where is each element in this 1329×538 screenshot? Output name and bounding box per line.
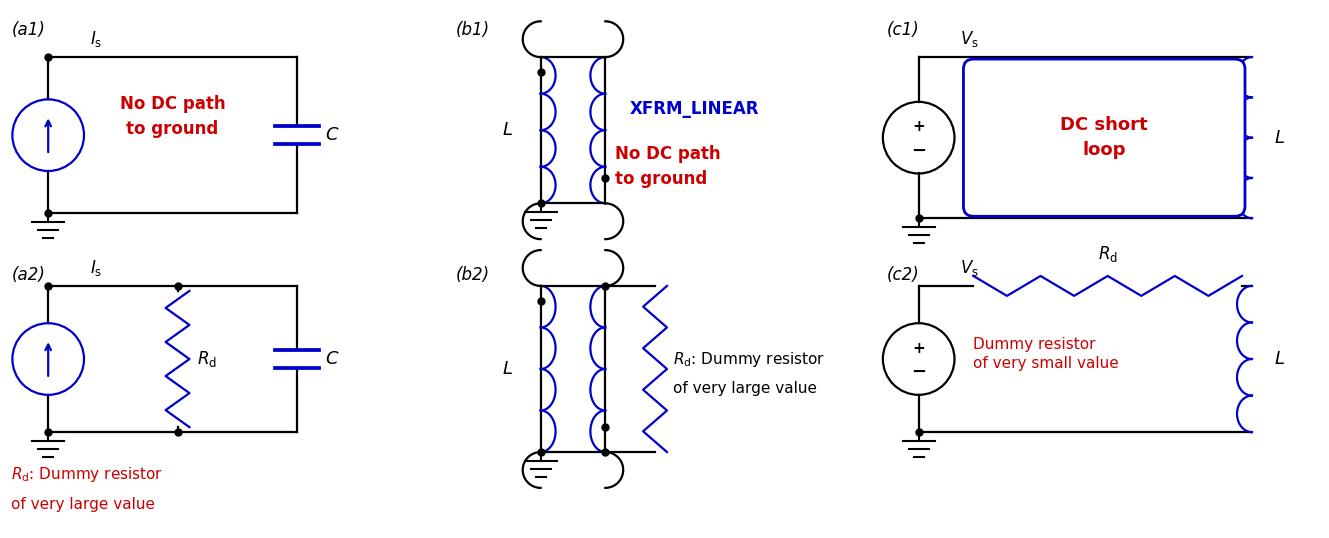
- Text: $C$: $C$: [324, 350, 339, 368]
- Text: $C$: $C$: [324, 126, 339, 144]
- Text: of very large value: of very large value: [12, 497, 155, 512]
- Text: −: −: [912, 141, 926, 160]
- Text: Dummy resistor
of very small value: Dummy resistor of very small value: [973, 337, 1119, 371]
- Text: $L$: $L$: [502, 360, 513, 378]
- Text: (b2): (b2): [456, 266, 490, 284]
- Text: $L$: $L$: [1273, 129, 1285, 147]
- Text: $I_{\mathrm{s}}$: $I_{\mathrm{s}}$: [90, 258, 102, 278]
- Text: DC short
loop: DC short loop: [1061, 116, 1148, 159]
- Text: (b1): (b1): [456, 22, 490, 39]
- Text: +: +: [912, 341, 925, 356]
- Text: −: −: [912, 363, 926, 381]
- Text: $R_{\mathrm{d}}$: $R_{\mathrm{d}}$: [1098, 244, 1118, 264]
- Text: $V_{\mathrm{s}}$: $V_{\mathrm{s}}$: [961, 29, 979, 49]
- Text: (a1): (a1): [12, 22, 45, 39]
- Text: $R_{\mathrm{d}}$: $R_{\mathrm{d}}$: [198, 349, 218, 369]
- Text: (a2): (a2): [12, 266, 45, 284]
- Text: $V_{\mathrm{s}}$: $V_{\mathrm{s}}$: [961, 258, 979, 278]
- Text: of very large value: of very large value: [672, 381, 817, 397]
- Text: $R_{\mathrm{d}}$: Dummy resistor: $R_{\mathrm{d}}$: Dummy resistor: [672, 350, 825, 369]
- Text: No DC path
to ground: No DC path to ground: [615, 145, 720, 188]
- Text: (c2): (c2): [886, 266, 920, 284]
- FancyBboxPatch shape: [964, 59, 1245, 216]
- Text: XFRM_LINEAR: XFRM_LINEAR: [630, 100, 760, 118]
- Text: (c1): (c1): [886, 22, 920, 39]
- Text: No DC path
to ground: No DC path to ground: [120, 95, 226, 138]
- Text: $L$: $L$: [1273, 350, 1285, 368]
- Text: +: +: [912, 119, 925, 134]
- Text: $I_{\mathrm{s}}$: $I_{\mathrm{s}}$: [90, 29, 102, 49]
- Text: $L$: $L$: [502, 121, 513, 139]
- Text: $R_{\mathrm{d}}$: Dummy resistor: $R_{\mathrm{d}}$: Dummy resistor: [12, 465, 163, 484]
